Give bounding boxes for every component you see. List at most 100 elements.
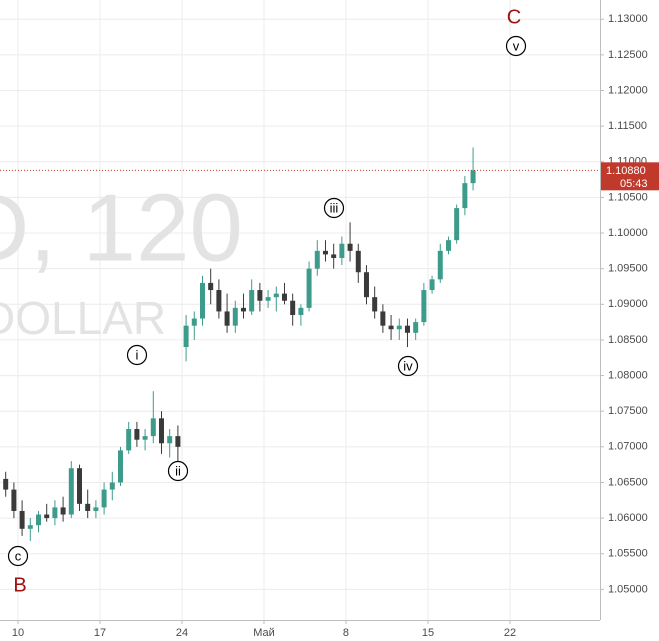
watermark-subtitle: DOLLAR — [0, 292, 166, 344]
candle-body — [134, 429, 140, 440]
wave-degree-label: B — [13, 574, 26, 596]
candle-body — [445, 240, 451, 251]
candle-body — [363, 272, 369, 298]
last-price-box — [601, 162, 659, 191]
candle-body — [35, 514, 41, 526]
x-tick-label: 8 — [343, 627, 349, 639]
y-tick-label: 1.13000 — [608, 13, 648, 25]
x-tick-label: 10 — [12, 627, 24, 639]
candle-body — [281, 293, 287, 301]
last-price-label: 1.10880 — [606, 165, 646, 177]
wave-label: c — [15, 548, 22, 563]
y-tick-label: 1.06500 — [608, 476, 648, 488]
candle-body — [142, 436, 148, 440]
candle-body — [339, 243, 345, 258]
candle-body — [388, 325, 394, 330]
candle-body — [126, 429, 132, 451]
candle-body — [93, 507, 99, 511]
candle-body — [429, 279, 435, 291]
candle-body — [290, 300, 296, 315]
wave-label: v — [513, 38, 520, 53]
candle-body — [355, 250, 361, 273]
y-tick-label: 1.07500 — [608, 405, 648, 417]
candle-body — [396, 325, 402, 330]
candle-body — [216, 290, 222, 312]
candle-body — [314, 250, 320, 269]
candle-body — [199, 282, 205, 319]
candle-body — [454, 208, 460, 241]
x-tick-label: 24 — [176, 627, 188, 639]
candle-body — [347, 243, 353, 251]
candle-body — [380, 311, 386, 326]
grid — [0, 0, 600, 620]
wave-circle — [126, 344, 148, 366]
candle-body — [101, 489, 107, 508]
candle-body — [52, 507, 58, 519]
watermark: D, 120 — [0, 174, 243, 281]
candle-body — [249, 290, 255, 312]
y-tick-label: 1.11500 — [608, 120, 647, 132]
y-tick-label: 1.09500 — [608, 263, 648, 275]
wave-circle — [167, 460, 189, 482]
candle-body — [208, 282, 214, 291]
candle-body — [175, 436, 181, 447]
wave-circle — [7, 545, 29, 567]
candle-body — [60, 507, 66, 515]
candle-body — [19, 510, 25, 529]
wave-label: ii — [175, 463, 181, 478]
y-tick-label: 1.09000 — [608, 298, 648, 310]
y-tick-label: 1.05000 — [608, 583, 648, 595]
y-tick-label: 1.10000 — [608, 227, 648, 239]
candle-body — [158, 418, 164, 444]
candle-body — [470, 170, 476, 184]
candle-body — [413, 322, 419, 333]
candle-body — [76, 468, 82, 504]
candle-body — [183, 325, 189, 348]
candle-body — [322, 250, 328, 255]
candle-body — [44, 514, 50, 519]
y-tick-label: 1.12500 — [608, 49, 648, 61]
x-tick-label: 17 — [94, 627, 106, 639]
wave-label: iv — [403, 358, 413, 373]
countdown: 05:43 — [620, 178, 648, 190]
candle-body — [298, 307, 304, 315]
y-tick-label: 1.12000 — [608, 84, 648, 96]
candle-body — [3, 478, 9, 490]
candle-body — [240, 307, 246, 312]
wave-circle — [397, 355, 419, 377]
candle-body — [404, 325, 410, 333]
wave-circle — [323, 197, 345, 219]
y-tick-label: 1.07000 — [608, 441, 648, 453]
candle-body — [167, 436, 173, 444]
candle-body — [11, 489, 17, 511]
candle-body — [232, 307, 238, 326]
candle-body — [257, 290, 263, 301]
y-tick-label: 1.08000 — [608, 369, 648, 381]
candle-body — [437, 250, 443, 280]
candle-body — [109, 482, 115, 490]
candle-body — [306, 268, 312, 308]
candle-body — [191, 318, 197, 326]
x-tick-label: 22 — [504, 627, 516, 639]
axes: 1.05000 1.05500 1.06000 1.06500 1.07000 1.075… — [12, 13, 659, 639]
candle-body — [117, 450, 123, 483]
candle-body — [85, 503, 91, 511]
candle-body — [421, 290, 427, 323]
x-tick-label: Май — [253, 627, 275, 639]
candle-body — [372, 297, 378, 312]
x-tick-label: 15 — [422, 627, 434, 639]
candle-body — [265, 297, 271, 301]
wave-degree-label: C — [507, 6, 521, 28]
y-tick-label: 1.10500 — [608, 191, 648, 203]
candle-body — [68, 468, 74, 515]
wave-label: i — [136, 347, 139, 362]
candle-body — [224, 311, 230, 326]
y-tick-label: 1.08500 — [608, 334, 648, 346]
candle-body — [462, 183, 468, 209]
candle-body — [273, 293, 279, 298]
candle-body — [150, 418, 156, 437]
candle-body — [331, 254, 337, 258]
